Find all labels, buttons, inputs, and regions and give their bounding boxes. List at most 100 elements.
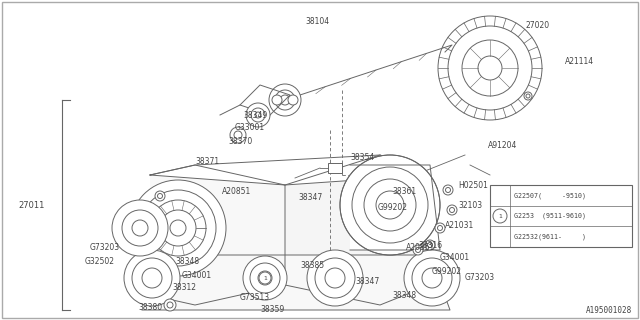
Circle shape [352,167,428,243]
Polygon shape [290,45,452,102]
Circle shape [288,95,298,105]
Circle shape [157,194,163,198]
Circle shape [243,256,287,300]
Text: G73513: G73513 [240,293,270,302]
Text: 38348: 38348 [175,258,199,267]
Text: 38349: 38349 [243,110,268,119]
Text: 38359: 38359 [260,306,284,315]
Circle shape [132,220,148,236]
Polygon shape [150,155,430,185]
Text: A195001028: A195001028 [586,306,632,315]
Circle shape [425,240,435,250]
Circle shape [447,205,457,215]
Circle shape [258,271,272,285]
Polygon shape [220,105,270,125]
Text: 38370: 38370 [228,138,252,147]
Circle shape [415,247,420,252]
Circle shape [524,92,532,100]
Circle shape [438,226,442,230]
Text: 38312: 38312 [172,284,196,292]
Circle shape [140,190,216,266]
Circle shape [412,258,452,298]
Circle shape [255,112,261,118]
Circle shape [272,95,282,105]
Circle shape [275,90,295,110]
Circle shape [422,268,442,288]
Circle shape [130,180,226,276]
Circle shape [170,220,186,236]
Text: 38361: 38361 [392,188,416,196]
Text: 38354: 38354 [350,154,374,163]
Circle shape [251,108,265,122]
Text: A91204: A91204 [488,140,517,149]
Circle shape [164,299,176,311]
Text: 38348: 38348 [392,291,416,300]
Circle shape [340,155,440,255]
Circle shape [413,245,423,255]
Circle shape [280,95,290,105]
Circle shape [269,84,301,116]
Text: H02501: H02501 [458,180,488,189]
Circle shape [478,56,502,80]
Bar [328,163,342,173]
Circle shape [142,268,162,288]
Text: 38380: 38380 [138,303,162,313]
Text: 38316: 38316 [418,241,442,250]
Circle shape [160,210,196,246]
Text: 27020: 27020 [525,20,549,29]
Text: 38347: 38347 [355,277,380,286]
Text: G34001: G34001 [440,253,470,262]
Circle shape [122,210,158,246]
Circle shape [132,258,172,298]
Polygon shape [150,165,285,305]
Text: 38104: 38104 [305,18,329,27]
Text: G99202: G99202 [432,268,462,276]
Circle shape [167,302,173,308]
Circle shape [234,131,242,139]
Circle shape [376,191,404,219]
Text: A20851: A20851 [222,188,252,196]
Text: G73203: G73203 [90,244,120,252]
Text: 1: 1 [263,276,267,281]
Text: G32502: G32502 [85,258,115,267]
Circle shape [246,103,270,127]
Text: A20851: A20851 [406,244,435,252]
Text: G73203: G73203 [465,274,495,283]
Text: 38385: 38385 [300,260,324,269]
Polygon shape [240,85,290,115]
Text: G99202: G99202 [378,204,408,212]
Polygon shape [142,255,450,310]
Text: 27011: 27011 [18,201,44,210]
Circle shape [124,250,180,306]
Circle shape [448,26,532,110]
Text: 38347: 38347 [298,194,323,203]
Text: A21114: A21114 [565,58,594,67]
Circle shape [428,243,433,247]
Bar [490,185,632,247]
Circle shape [155,191,165,201]
Circle shape [435,223,445,233]
Polygon shape [350,165,440,250]
Polygon shape [285,155,430,305]
Circle shape [526,94,530,98]
Circle shape [307,250,363,306]
Circle shape [364,179,416,231]
Text: G22532(9611-     ): G22532(9611- ) [514,233,586,240]
Circle shape [230,127,246,143]
Circle shape [315,258,355,298]
Circle shape [112,200,168,256]
Text: G22507(     -9510): G22507( -9510) [514,192,586,199]
Text: 1: 1 [498,213,502,219]
Circle shape [443,185,453,195]
Text: A21031: A21031 [445,220,474,229]
Text: G2253  (9511-9610): G2253 (9511-9610) [514,213,586,219]
Text: G34001: G34001 [182,270,212,279]
Circle shape [150,200,206,256]
Text: G33001: G33001 [235,124,265,132]
Circle shape [462,40,518,96]
Circle shape [325,268,345,288]
Circle shape [449,207,454,212]
Circle shape [404,250,460,306]
Circle shape [250,263,280,293]
Circle shape [438,16,542,120]
